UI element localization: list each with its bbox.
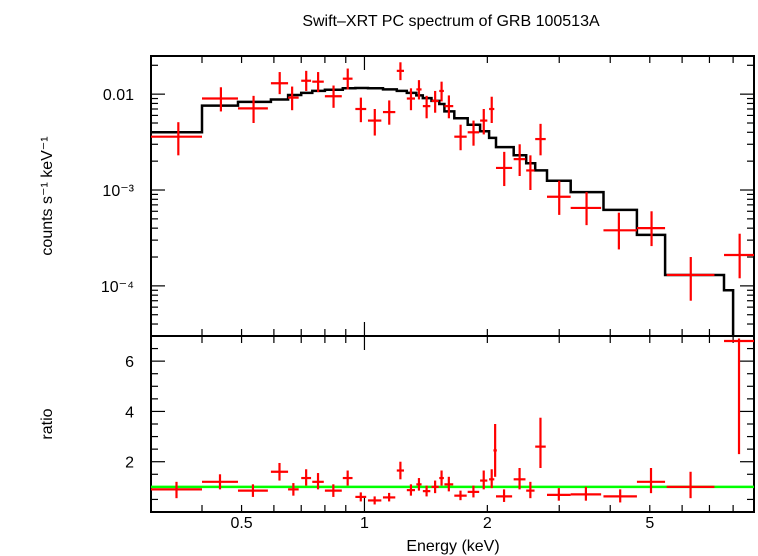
data-point <box>495 151 513 187</box>
ratio-point <box>367 496 382 505</box>
data-point <box>422 95 431 119</box>
ratio-point <box>444 476 454 492</box>
ratio-point <box>312 473 324 490</box>
ratio-point <box>603 489 637 503</box>
ratio-point <box>513 468 526 490</box>
data-point <box>480 108 488 135</box>
ratio-point <box>480 470 488 490</box>
ratio-point <box>467 485 480 498</box>
x-tick-label: 1 <box>360 515 369 532</box>
x-tick-label: 0.5 <box>230 515 252 532</box>
y-tick-label: 10⁻³ <box>102 183 134 200</box>
ratio-point <box>301 469 312 486</box>
ratio-point <box>396 461 405 480</box>
ratio-point <box>416 478 422 491</box>
data-point <box>406 88 416 111</box>
y-tick-label: 10⁻⁴ <box>101 279 134 296</box>
ratio-point <box>342 470 353 486</box>
ratio-point <box>202 474 238 490</box>
ratio-point <box>151 481 203 499</box>
data-point <box>202 87 238 112</box>
data-point <box>489 96 495 124</box>
chart-title: Swift–XRT PC spectrum of GRB 100513A <box>302 13 600 30</box>
ratio-point <box>546 488 571 501</box>
spectrum-panel-frame <box>150 55 755 337</box>
data-point <box>724 233 754 279</box>
model-step-line <box>151 86 735 336</box>
data-point <box>570 192 602 226</box>
ratio-point <box>495 489 513 502</box>
ratio-point <box>431 480 439 494</box>
tick-labels: 0.5 1 2 5 0.01 10⁻³ 10⁻⁴ 2 4 6 <box>101 87 654 532</box>
y-axis-label-spectrum: counts s⁻¹ keV⁻¹ <box>39 136 56 255</box>
data-point <box>342 68 353 90</box>
data-point <box>513 144 526 177</box>
ratio-point <box>489 469 495 489</box>
data-point <box>270 72 289 95</box>
data-point <box>666 257 715 301</box>
data-point <box>151 122 203 156</box>
ratio-point <box>382 492 396 502</box>
ratio-point <box>724 338 754 455</box>
ratio-panel-frame <box>150 335 755 513</box>
data-point <box>467 120 480 146</box>
ratio-point <box>493 424 497 477</box>
data-point <box>416 80 422 100</box>
y-axis-label-ratio: ratio <box>39 408 56 439</box>
data-point <box>444 95 454 119</box>
data-point <box>526 155 535 191</box>
data-point <box>396 62 405 81</box>
data-point <box>603 212 637 250</box>
x-tick-label: 5 <box>645 515 654 532</box>
ratio-point <box>535 417 546 468</box>
ratio-point <box>324 484 342 497</box>
spectrum-data-points <box>151 62 754 301</box>
data-point <box>355 97 367 123</box>
data-point <box>546 180 571 215</box>
y-tick-label: 2 <box>125 455 134 472</box>
data-point <box>431 90 439 113</box>
x-axis-label: Energy (keV) <box>406 538 499 555</box>
ratio-point <box>406 484 416 496</box>
data-point <box>367 108 382 136</box>
ratio-point <box>422 485 431 497</box>
ratio-point <box>288 483 299 496</box>
data-point <box>439 81 444 102</box>
ratio-data-points <box>151 338 754 505</box>
data-point <box>454 124 467 151</box>
data-point <box>324 85 342 108</box>
data-point <box>301 70 312 91</box>
ratio-point <box>454 490 467 501</box>
ratio-point <box>570 486 602 501</box>
ratio-point <box>237 484 268 497</box>
data-point <box>535 123 546 156</box>
ratio-point <box>355 492 367 502</box>
x-tick-label: 2 <box>483 515 492 532</box>
y-tick-label: 4 <box>125 404 134 421</box>
axis-ticks <box>150 56 755 512</box>
data-point <box>288 86 299 111</box>
ratio-point <box>270 462 289 481</box>
ratio-point <box>439 470 444 486</box>
data-point <box>237 95 268 124</box>
model-step-curve <box>151 86 735 336</box>
data-point <box>312 72 324 93</box>
ratio-point <box>666 471 715 499</box>
data-point <box>636 211 666 247</box>
ratio-point <box>526 481 535 499</box>
ratio-point <box>636 468 666 494</box>
data-point <box>382 100 396 125</box>
y-tick-label: 0.01 <box>103 87 134 104</box>
y-tick-label: 6 <box>125 354 134 371</box>
